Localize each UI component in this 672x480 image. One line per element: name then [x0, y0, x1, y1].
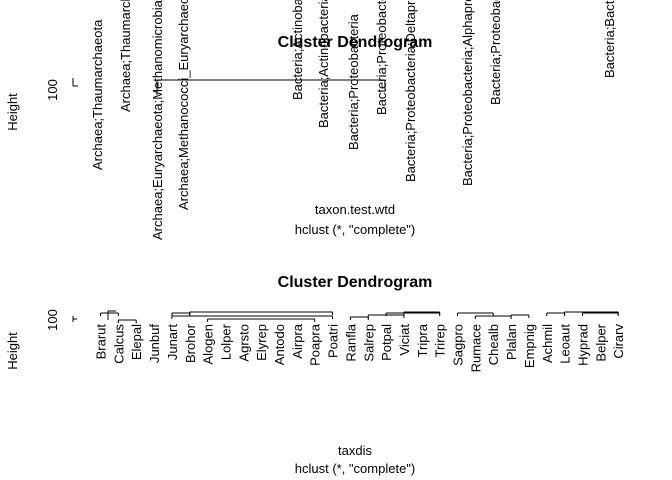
leaf-label: Leoaut	[558, 324, 573, 364]
leaf-label: Salrep	[361, 324, 376, 362]
leaf-labels: Archaea;Thaumarchaeota Archaea;Thaumarcha…	[90, 0, 617, 240]
leaf-label: Bacteria;Proteobacteria	[488, 0, 503, 105]
leaf-label: Brarut	[94, 324, 109, 360]
leaf-label: Plalan	[504, 324, 519, 360]
leaf-label: Tripra	[415, 323, 430, 357]
y-tick-label: 100	[45, 309, 60, 331]
leaf-label: Hyprad	[575, 324, 590, 366]
leaf-label: Lolper	[218, 323, 233, 360]
leaf-label: Poapra	[308, 323, 323, 366]
dendrogram-panel-1: Cluster Dendrogram Height 100 Archaea;Th…	[5, 0, 617, 240]
x-axis-label: taxon.test.wtd	[315, 202, 395, 217]
chart-title: Cluster Dendrogram	[278, 34, 433, 51]
leaf-label: Achmil	[540, 324, 555, 363]
leaf-label: Antodo	[272, 324, 287, 365]
leaf-label: Ranfla	[343, 323, 358, 361]
leaf-label: Airpra	[290, 323, 305, 358]
leaf-label: Bacteria;Actinobacteria	[290, 0, 305, 100]
dendrogram-merges	[156, 79, 386, 95]
x-axis-sublabel: hclust (*, "complete")	[295, 222, 416, 237]
leaf-label: Elyrep	[254, 324, 269, 361]
leaf-label: Empnig	[522, 324, 537, 368]
x-axis-sublabel: hclust (*, "complete")	[295, 461, 416, 476]
leaf-label: Rumace	[468, 324, 483, 372]
leaf-label: Cirarv	[611, 324, 626, 359]
leaf-labels: Brarut Calcus Elepal Junbuf Junart Brohor Alog…	[94, 323, 627, 372]
y-axis-label: Height	[5, 93, 20, 131]
dendrogram-merges	[100, 310, 619, 323]
leaf-label: Bacteria;Proteobacteria;Deltaproteobacte…	[403, 0, 418, 182]
leaf-label: Viciat	[397, 324, 412, 356]
leaf-label: Brohor	[183, 323, 198, 363]
leaf-label: Poatri	[326, 324, 341, 358]
leaf-label: Bacteria;Proteobacteria	[346, 13, 361, 150]
leaf-label: Agrsto	[236, 324, 251, 362]
leaf-label: Belper	[593, 323, 608, 361]
leaf-label: Chealb	[486, 324, 501, 365]
y-tick-label: 100	[45, 79, 60, 101]
leaf-label: Junbuf	[147, 324, 162, 363]
leaf-label: Archaea;Thaumarchaeota	[90, 19, 105, 170]
leaf-label: Elepal	[129, 324, 144, 360]
leaf-label: Junart	[165, 324, 180, 361]
leaf-label: Alogen	[201, 324, 216, 364]
leaf-label: Sagpro	[451, 324, 466, 366]
leaf-label: Trirep	[433, 324, 448, 357]
leaf-label: Archaea;Methanococci_Euryarchaeota	[176, 0, 191, 210]
dendrogram-panel-2: Cluster Dendrogram Height 100 Brarut Calc…	[5, 274, 626, 476]
leaf-label: Bacteria;Actinobacteria	[316, 0, 331, 128]
leaf-label: Calcus	[111, 324, 126, 364]
leaf-label: Bacteria;Proteobacteria	[374, 0, 389, 115]
leaf-label: Bacteria;Bacteroidetes	[602, 0, 617, 78]
leaf-label: Archaea;Thaumarchaeota	[118, 0, 133, 112]
leaf-label: Potpal	[379, 324, 394, 361]
leaf-label: Bacteria;Proteobacteria;Alphaproteobacte…	[460, 0, 475, 186]
leaf-label: Archaea;Euryarchaeota;Methanomicrobia_Eu…	[150, 0, 165, 240]
y-axis-label: Height	[5, 332, 20, 370]
chart-title: Cluster Dendrogram	[278, 274, 433, 291]
x-axis-label: taxdis	[338, 443, 372, 458]
